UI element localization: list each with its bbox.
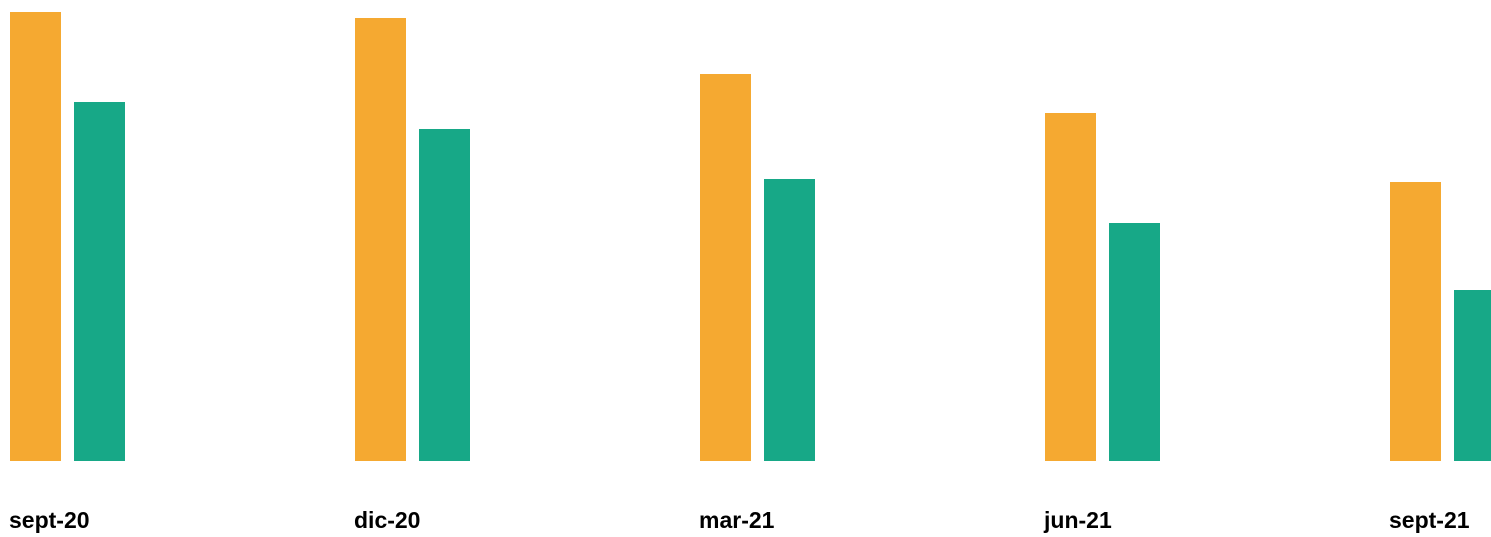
bar [1454,290,1491,461]
bar [74,102,125,461]
x-tick-label: sept-21 [1389,507,1470,533]
bar [1045,113,1096,461]
bar [700,74,751,461]
bar [10,12,61,461]
x-tick-label: dic-20 [354,507,420,533]
bar [1109,223,1160,461]
bar [355,18,406,461]
bar [419,129,470,461]
x-tick-label: sept-20 [9,507,90,533]
bar [1390,182,1441,461]
x-tick-label: mar-21 [699,507,775,533]
x-tick-label: jun-21 [1043,507,1112,533]
bar [764,179,815,461]
